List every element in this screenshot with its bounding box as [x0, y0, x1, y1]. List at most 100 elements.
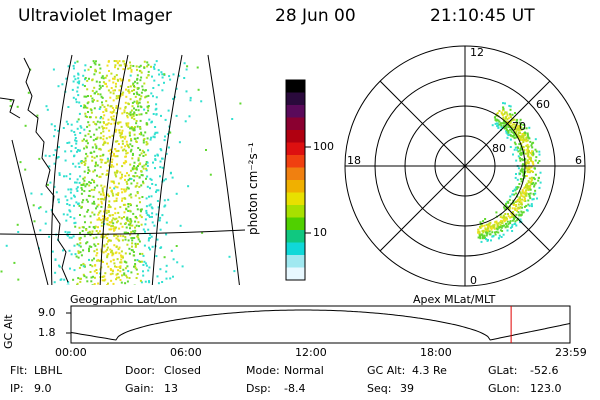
aurora-pixel	[178, 141, 181, 144]
aurora-pixel	[138, 225, 140, 228]
aurora-pixel	[65, 120, 68, 123]
aurora-pixel	[104, 82, 107, 85]
aurora-pixel	[96, 174, 98, 177]
aurora-pixel	[494, 233, 497, 236]
aurora-pixel	[100, 95, 103, 98]
aurora-pixel	[522, 137, 525, 140]
colorbar-cell	[286, 217, 305, 231]
aurora-pixel	[502, 120, 505, 123]
aurora-pixel	[105, 85, 108, 88]
aurora-pixel	[82, 262, 85, 265]
aurora-pixel	[95, 248, 98, 251]
aurora-pixel	[135, 108, 138, 111]
aurora-pixel	[83, 179, 86, 182]
aurora-pixel	[132, 127, 135, 130]
aurora-pixel	[142, 264, 145, 266]
aurora-pixel	[93, 181, 96, 184]
aurora-pixel	[117, 269, 120, 272]
aurora-pixel	[78, 80, 81, 83]
aurora-pixel	[165, 277, 168, 280]
aurora-pixel	[80, 264, 83, 267]
aurora-pixel	[146, 123, 149, 126]
aurora-pixel	[109, 248, 112, 251]
aurora-pixel	[496, 124, 499, 127]
aurora-pixel	[84, 159, 87, 162]
aurora-pixel	[151, 75, 153, 78]
aurora-pixel	[139, 201, 141, 204]
aurora-pixel	[108, 205, 111, 208]
aurora-pixel	[84, 185, 87, 188]
aurora-pixel	[128, 252, 131, 255]
aurora-pixel	[89, 195, 92, 198]
noise-pixel	[112, 222, 115, 225]
aurora-pixel	[496, 112, 499, 115]
aurora-pixel	[109, 152, 112, 155]
aurora-pixel	[505, 115, 508, 118]
aurora-pixel	[97, 93, 100, 96]
aurora-pixel	[521, 148, 524, 151]
aurora-pixel	[84, 64, 87, 67]
aurora-pixel	[53, 185, 56, 188]
aurora-pixel	[172, 258, 175, 261]
aurora-pixel	[111, 111, 114, 114]
aurora-pixel	[508, 123, 511, 126]
aurora-pixel	[495, 222, 498, 225]
aurora-pixel	[66, 284, 69, 285]
aurora-pixel	[523, 163, 525, 166]
aurora-pixel	[87, 169, 90, 171]
aurora-pixel	[140, 184, 143, 187]
aurora-pixel	[80, 126, 83, 129]
aurora-pixel	[69, 210, 72, 213]
aurora-pixel	[126, 151, 129, 154]
aurora-pixel	[131, 154, 134, 156]
noise-pixel	[32, 204, 35, 207]
aurora-pixel	[82, 182, 85, 185]
aurora-pixel	[116, 163, 118, 166]
aurora-pixel	[114, 212, 117, 215]
aurora-pixel	[108, 239, 111, 242]
aurora-pixel	[146, 65, 149, 68]
aurora-pixel	[117, 276, 120, 279]
noise-pixel	[102, 153, 105, 156]
aurora-pixel	[537, 176, 540, 179]
aurora-pixel	[109, 268, 112, 270]
aurora-pixel	[153, 67, 156, 70]
aurora-pixel	[106, 256, 109, 259]
aurora-pixel	[115, 197, 118, 200]
aurora-pixel	[175, 192, 178, 195]
aurora-pixel	[110, 161, 113, 164]
mlt-label-18: 18	[347, 154, 361, 167]
aurora-pixel	[519, 221, 521, 224]
aurora-pixel	[165, 233, 168, 236]
aurora-pixel	[164, 135, 166, 138]
aurora-pixel	[147, 74, 150, 77]
noise-pixel	[129, 74, 132, 77]
aurora-pixel	[519, 205, 522, 208]
aurora-pixel	[72, 67, 75, 70]
aurora-pixel	[513, 223, 516, 225]
aurora-pixel	[146, 61, 149, 64]
aurora-pixel	[161, 157, 163, 160]
aurora-pixel	[163, 179, 166, 182]
aurora-pixel	[87, 171, 89, 174]
aurora-pixel	[126, 216, 129, 219]
aurora-pixel	[127, 122, 130, 125]
aurora-pixel	[487, 223, 490, 226]
aurora-pixel	[112, 225, 114, 228]
aurora-pixel	[131, 89, 134, 92]
aurora-pixel	[504, 213, 507, 215]
aurora-pixel	[161, 281, 164, 283]
aurora-pixel	[487, 230, 490, 232]
aurora-pixel	[107, 265, 110, 268]
aurora-pixel	[140, 281, 143, 284]
aurora-pixel	[143, 164, 146, 167]
aurora-pixel	[534, 148, 537, 151]
aurora-pixel	[94, 163, 97, 166]
aurora-pixel	[147, 269, 150, 272]
aurora-pixel	[511, 193, 514, 196]
aurora-pixel	[128, 131, 131, 134]
aurora-pixel	[140, 76, 143, 79]
aurora-pixel	[505, 216, 508, 219]
aurora-pixel	[519, 191, 522, 194]
aurora-pixel	[499, 224, 502, 227]
